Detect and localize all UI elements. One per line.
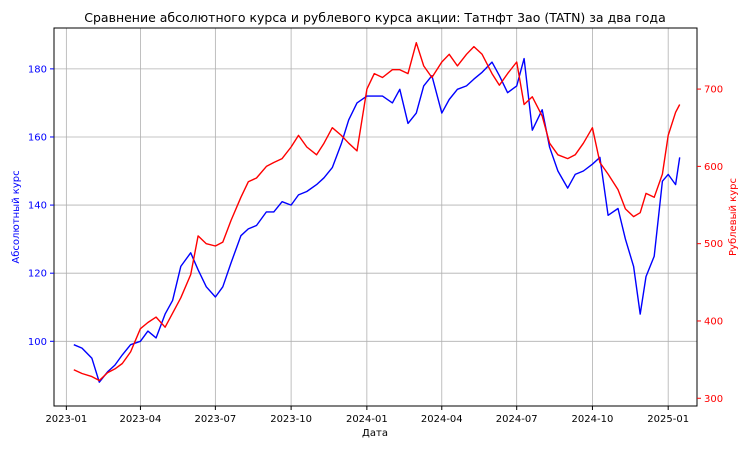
y-right-tick-label: 600	[704, 162, 723, 173]
plot-frame	[53, 27, 698, 407]
series-layer	[73, 42, 681, 383]
y-left-tick-label: 100	[28, 337, 47, 348]
chart-title: Сравнение абсолютного курса и рублевого …	[84, 10, 665, 25]
x-tick-label: 2023-01	[45, 414, 87, 425]
y-axis-left-label: Абсолютный курс	[11, 170, 22, 263]
x-tick-label: 2024-01	[346, 414, 388, 425]
x-tick-label: 2024-10	[572, 414, 614, 425]
x-tick-label: 2024-04	[421, 414, 463, 425]
x-tick-label: 2023-04	[120, 414, 162, 425]
x-axis-label: Дата	[362, 428, 388, 439]
y-left-tick-label: 120	[28, 269, 47, 280]
y-right-tick-label: 500	[704, 239, 723, 250]
series-line-absolute-price	[73, 57, 681, 383]
y-axis-right-label: Рублевый курс	[728, 178, 739, 256]
y-axis-right: 300 400 500 600 700	[697, 85, 723, 405]
x-tick-label: 2023-10	[270, 414, 312, 425]
x-tick-label: 2025-01	[647, 414, 689, 425]
y-left-tick-label: 160	[28, 132, 47, 143]
y-right-tick-label: 400	[704, 316, 723, 327]
x-tick-label: 2023-07	[194, 414, 236, 425]
grid-lines	[54, 28, 697, 406]
series-line-ruble-price	[73, 42, 681, 382]
y-axis-left: 100 120 140 160 180	[28, 64, 54, 348]
y-right-tick-label: 700	[704, 85, 723, 96]
y-right-tick-label: 300	[704, 394, 723, 405]
x-axis: 2023-01 2023-04 2023-07 2023-10 2024-01 2024-…	[45, 406, 689, 425]
y-left-tick-label: 180	[28, 64, 47, 75]
y-left-tick-label: 140	[28, 201, 47, 212]
x-tick-label: 2024-07	[496, 414, 538, 425]
